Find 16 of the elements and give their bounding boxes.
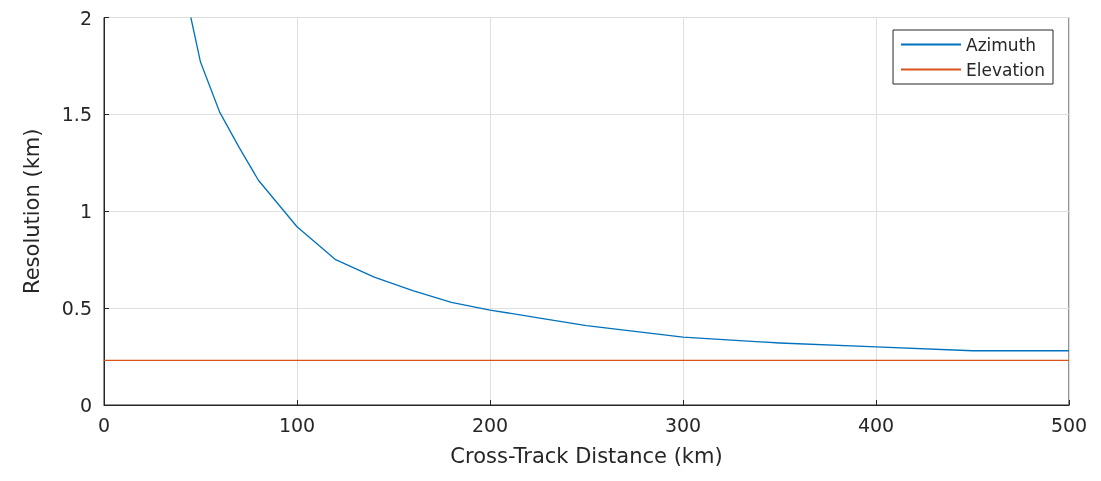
y-tick-label: 1.5 xyxy=(61,103,92,126)
x-tick-label: 500 xyxy=(1050,413,1088,436)
legend-label: Elevation xyxy=(966,59,1045,80)
x-axis-title: Cross-Track Distance (km) xyxy=(450,443,723,468)
x-tick-label: 100 xyxy=(278,413,316,436)
line-series xyxy=(190,16,1070,352)
y-axis-title: Resolution (km) xyxy=(19,128,44,294)
y-tick-label: 2 xyxy=(79,6,92,29)
x-tick-label: 300 xyxy=(664,413,702,436)
y-tick-label: 1 xyxy=(79,200,92,223)
y-tick-label: 0 xyxy=(79,394,92,416)
x-tick-label: 0 xyxy=(97,413,111,436)
legend-label: Azimuth xyxy=(966,34,1037,55)
y-tick-label: 0.5 xyxy=(61,297,92,320)
x-tick-label: 200 xyxy=(471,413,509,436)
x-tick-label: 400 xyxy=(857,413,895,436)
